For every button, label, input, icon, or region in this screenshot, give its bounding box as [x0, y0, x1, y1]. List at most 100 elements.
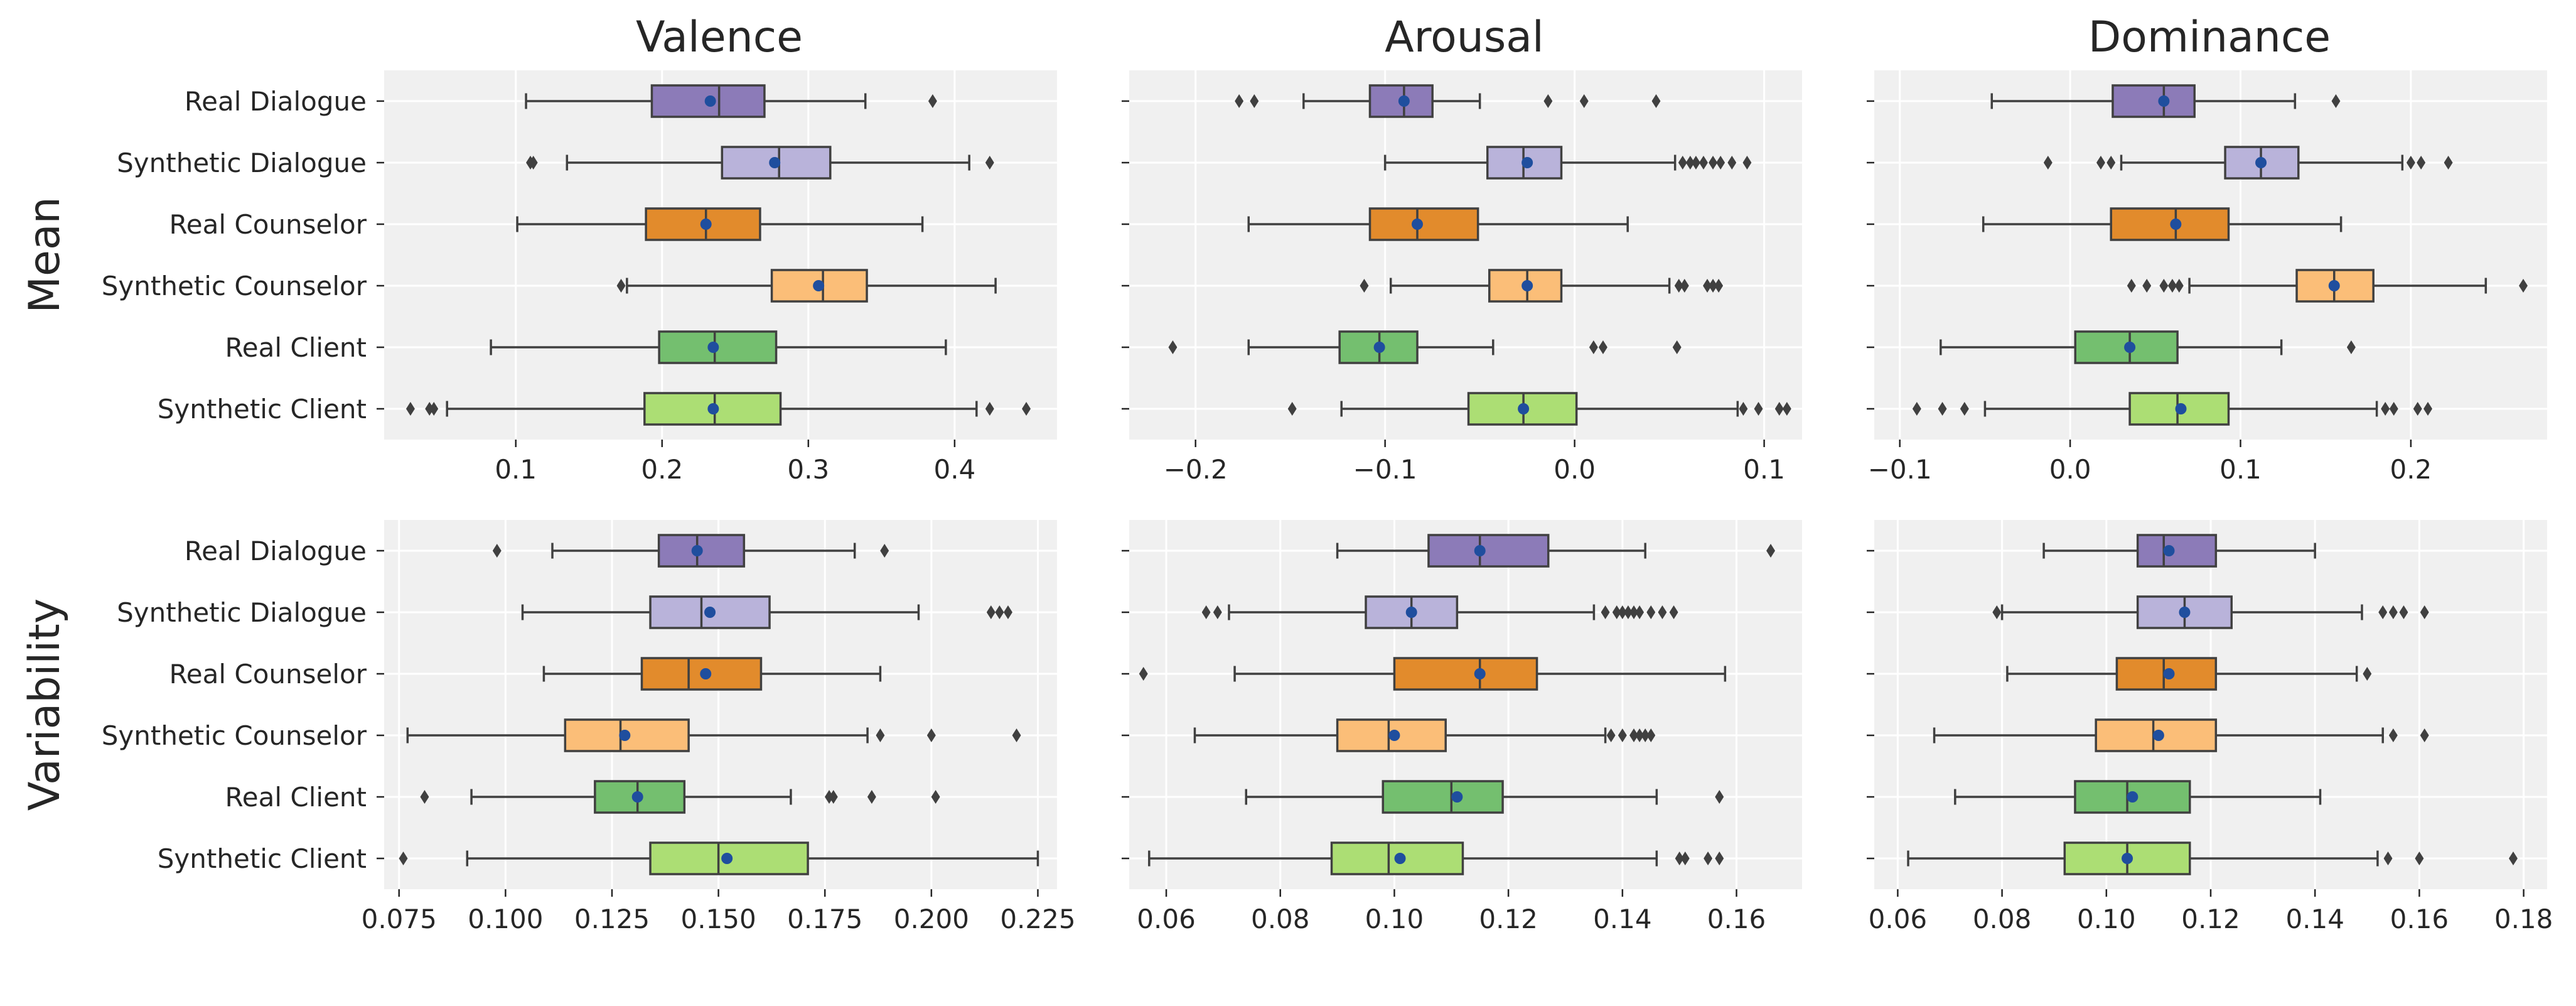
outlier-point [1543, 94, 1553, 108]
outlier-point [2106, 156, 2116, 170]
x-tick-label: 0.225 [1000, 904, 1075, 934]
x-tick-label: 0.06 [1869, 904, 1928, 934]
box-real-client [420, 780, 940, 814]
iqr-box [1393, 657, 1538, 691]
outlier-point [2167, 279, 2177, 293]
mean-marker [2163, 545, 2175, 556]
outlier-point [1022, 402, 1031, 416]
box-synthetic-client [399, 841, 1039, 875]
mean-marker [1518, 403, 1530, 414]
box-synthetic-client [1287, 392, 1791, 426]
panel-variability-arousal: 0.06 0.08 0.10 0.12 0.14 0.16 [1122, 520, 1802, 934]
iqr-box [1368, 207, 1479, 241]
outlier-point [2388, 605, 2398, 619]
mean-marker [721, 853, 733, 864]
y-tick-label-synthetic-counselor: Synthetic Counselor [102, 271, 367, 301]
y-tick-label-real-client: Real Client [225, 782, 367, 813]
box-synthetic-counselor [1933, 718, 2429, 752]
mean-marker [619, 730, 631, 741]
outlier-point [405, 402, 415, 416]
x-tick-label: 0.10 [2077, 904, 2136, 934]
outlier-point [1960, 402, 1969, 416]
x-tick-label: 0.0 [1554, 454, 1596, 485]
y-tick-label-synthetic-counselor: Synthetic Counselor [102, 720, 367, 751]
outlier-point [1674, 279, 1683, 293]
x-tick-label: 0.08 [1973, 904, 2032, 934]
mean-marker [813, 280, 825, 291]
mean-marker [1388, 730, 1400, 741]
outlier-point [2159, 279, 2169, 293]
outlier-point [2043, 156, 2053, 170]
outlier-point [2423, 402, 2433, 416]
outlier-point [2142, 279, 2152, 293]
outlier-point [2420, 728, 2429, 742]
y-tick-label-synthetic-client: Synthetic Client [158, 394, 367, 425]
iqr-box [1488, 269, 1563, 303]
x-tick-label: 0.175 [787, 904, 862, 934]
outlier-point [1715, 790, 1724, 804]
x-tick-label: 0.1 [2219, 454, 2262, 485]
outlier-point [1646, 605, 1656, 619]
x-tick-label: 0.14 [2285, 904, 2344, 934]
outlier-point [985, 156, 994, 170]
outlier-point [986, 605, 996, 619]
outlier-point [1635, 605, 1645, 619]
outlier-point [616, 279, 626, 293]
mean-marker [2328, 280, 2340, 291]
outlier-point [1672, 340, 1682, 354]
outlier-point [1629, 728, 1638, 742]
outlier-point [429, 402, 439, 416]
y-tick-label-synthetic-client: Synthetic Client [158, 843, 367, 874]
box-real-client [1245, 780, 1724, 814]
outlier-point [1635, 728, 1645, 742]
mean-marker [691, 545, 703, 556]
outlier-point [1641, 728, 1650, 742]
outlier-point [2406, 156, 2415, 170]
column-title-arousal: Arousal [1385, 13, 1544, 62]
mean-marker [707, 342, 719, 353]
x-tick-label: −0.2 [1164, 454, 1228, 485]
outlier-point [2420, 605, 2429, 619]
mean-marker [1405, 607, 1417, 618]
box-synthetic-dialogue [521, 595, 1012, 629]
mean-marker [2127, 791, 2139, 803]
outlier-point [1912, 402, 1921, 416]
x-tick-label: 0.2 [641, 454, 683, 485]
y-tick-label-real-counselor: Real Counselor [169, 209, 367, 240]
x-tick-label: 0.10 [1365, 904, 1424, 934]
mean-marker [2124, 342, 2136, 353]
mean-marker [1451, 791, 1463, 803]
row-title-mean: Mean [20, 197, 70, 313]
mean-marker [2163, 668, 2175, 679]
mean-marker [2170, 219, 2182, 230]
outlier-point [2413, 402, 2422, 416]
row-title-variability: Variability [20, 598, 70, 811]
x-tick-label: 0.12 [2181, 904, 2240, 934]
outlier-point [880, 544, 889, 558]
outlier-point [1678, 156, 1687, 170]
x-tick-label: −0.1 [1868, 454, 1932, 485]
column-title-dominance: Dominance [2088, 13, 2331, 62]
x-tick-label: 0.2 [2390, 454, 2432, 485]
box-synthetic-dialogue [2043, 146, 2453, 180]
mean-marker [2122, 853, 2133, 864]
x-tick-label: 0.0 [2049, 454, 2091, 485]
y-tick-label-real-dialogue: Real Dialogue [185, 536, 367, 566]
y-tick-label-synthetic-dialogue: Synthetic Dialogue [117, 148, 367, 178]
outlier-point [1235, 94, 1244, 108]
x-tick-label: 0.08 [1251, 904, 1310, 934]
box-synthetic-counselor [1360, 269, 1724, 303]
box-synthetic-dialogue [1992, 595, 2429, 629]
outlier-point [1680, 279, 1689, 293]
mean-marker [707, 403, 719, 414]
box-synthetic-counselor [1193, 718, 1656, 752]
outlier-point [1714, 279, 1724, 293]
outlier-point [1680, 852, 1690, 865]
outlier-point [1774, 402, 1784, 416]
outlier-point [1012, 728, 1021, 742]
mean-marker [2255, 157, 2267, 168]
x-tick-label: 0.1 [495, 454, 537, 485]
outlier-point [1618, 605, 1627, 619]
outlier-point [2127, 279, 2136, 293]
x-tick-label: 0.150 [680, 904, 756, 934]
